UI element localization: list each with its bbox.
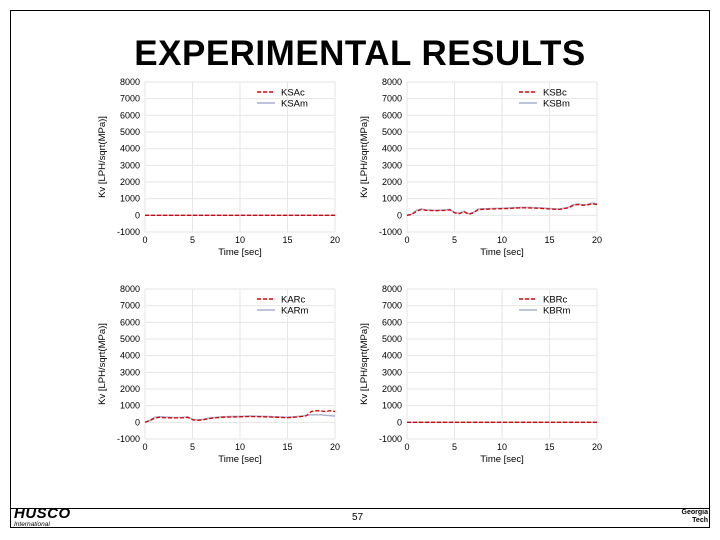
y-tick-label: 3000	[382, 160, 402, 170]
x-tick-label: 20	[592, 235, 602, 245]
y-tick-label: 4000	[120, 144, 140, 154]
x-tick-label: 5	[452, 442, 457, 452]
y-tick-label: 3000	[382, 367, 402, 377]
husco-logo: HUSCO International	[14, 505, 76, 528]
y-tick-label: -1000	[117, 434, 140, 444]
y-axis-label: Kv [LPH/sqrt(MPa)]	[359, 323, 370, 405]
georgia-tech-logo-line1: Georgia	[681, 509, 708, 516]
georgia-tech-logo: Georgia Tech	[664, 509, 708, 527]
y-tick-label: 3000	[120, 160, 140, 170]
x-axis-label: Time [sec]	[218, 247, 261, 258]
slide-title: EXPERIMENTAL RESULTS	[134, 34, 586, 73]
y-tick-label: 0	[135, 417, 140, 427]
y-tick-label: 7000	[120, 94, 140, 104]
x-axis-label: Time [sec]	[480, 247, 523, 258]
y-tick-label: 7000	[382, 301, 402, 311]
y-tick-label: -1000	[379, 434, 402, 444]
x-tick-label: 0	[142, 235, 147, 245]
y-tick-label: 5000	[382, 127, 402, 137]
x-tick-label: 15	[544, 442, 554, 452]
y-tick-label: -1000	[117, 227, 140, 237]
y-axis-label: Kv [LPH/sqrt(MPa)]	[359, 116, 370, 198]
legend-label-kbrc: KBRc	[543, 295, 568, 306]
husco-logo-brand: HUSCO	[14, 505, 71, 522]
series-line-karc	[144, 410, 336, 423]
y-tick-label: 0	[397, 210, 402, 220]
y-tick-label: 1000	[382, 401, 402, 411]
y-tick-label: 3000	[120, 367, 140, 377]
x-tick-label: 10	[497, 235, 507, 245]
x-tick-label: 10	[497, 442, 507, 452]
x-axis-label: Time [sec]	[218, 454, 261, 465]
x-tick-label: 10	[235, 235, 245, 245]
slide-frame	[10, 10, 710, 528]
x-tick-label: 20	[330, 235, 340, 245]
y-tick-label: 6000	[382, 317, 402, 327]
x-tick-label: 0	[142, 442, 147, 452]
y-tick-label: 2000	[382, 384, 402, 394]
legend-label-ksac: KSAc	[281, 88, 305, 99]
y-tick-label: 4000	[120, 351, 140, 361]
husco-logo-sub: International	[14, 521, 50, 528]
y-tick-label: 5000	[382, 334, 402, 344]
y-tick-label: 7000	[120, 301, 140, 311]
footer-divider	[10, 508, 710, 509]
x-tick-label: 5	[190, 442, 195, 452]
y-tick-label: 5000	[120, 127, 140, 137]
y-tick-label: 0	[135, 210, 140, 220]
x-tick-label: 10	[235, 442, 245, 452]
x-tick-label: 5	[452, 235, 457, 245]
legend-label-ksbc: KSBc	[543, 88, 567, 99]
y-tick-label: 6000	[120, 110, 140, 120]
x-tick-label: 5	[190, 235, 195, 245]
y-tick-label: 0	[397, 417, 402, 427]
x-tick-label: 0	[404, 442, 409, 452]
page-number: 57	[352, 512, 364, 523]
y-axis-label: Kv [LPH/sqrt(MPa)]	[97, 323, 108, 405]
x-tick-label: 20	[592, 442, 602, 452]
y-tick-label: 4000	[382, 351, 402, 361]
y-axis-label: Kv [LPH/sqrt(MPa)]	[97, 116, 108, 198]
georgia-tech-logo-line2: Tech	[692, 517, 708, 524]
y-tick-label: 8000	[120, 77, 140, 87]
legend-label-ksam: KSAm	[281, 99, 308, 110]
y-tick-label: 2000	[120, 177, 140, 187]
x-tick-label: 15	[282, 235, 292, 245]
y-tick-label: 1000	[120, 401, 140, 411]
y-tick-label: 4000	[382, 144, 402, 154]
x-tick-label: 15	[544, 235, 554, 245]
y-tick-label: 5000	[120, 334, 140, 344]
y-tick-label: 2000	[120, 384, 140, 394]
y-tick-label: 6000	[120, 317, 140, 327]
x-axis-label: Time [sec]	[480, 454, 523, 465]
y-tick-label: 8000	[120, 284, 140, 294]
x-tick-label: 20	[330, 442, 340, 452]
y-tick-label: 2000	[382, 177, 402, 187]
x-tick-label: 0	[404, 235, 409, 245]
legend-label-karc: KARc	[281, 295, 306, 306]
y-tick-label: 7000	[382, 94, 402, 104]
legend-label-karm: KARm	[281, 306, 309, 317]
y-tick-label: -1000	[379, 227, 402, 237]
y-tick-label: 1000	[382, 194, 402, 204]
legend-label-kbrm: KBRm	[543, 306, 571, 317]
y-tick-label: 8000	[382, 77, 402, 87]
x-tick-label: 15	[282, 442, 292, 452]
series-line-ksbc	[406, 203, 598, 216]
y-tick-label: 8000	[382, 284, 402, 294]
y-tick-label: 1000	[120, 194, 140, 204]
legend-label-ksbm: KSBm	[543, 99, 570, 110]
y-tick-label: 6000	[382, 110, 402, 120]
